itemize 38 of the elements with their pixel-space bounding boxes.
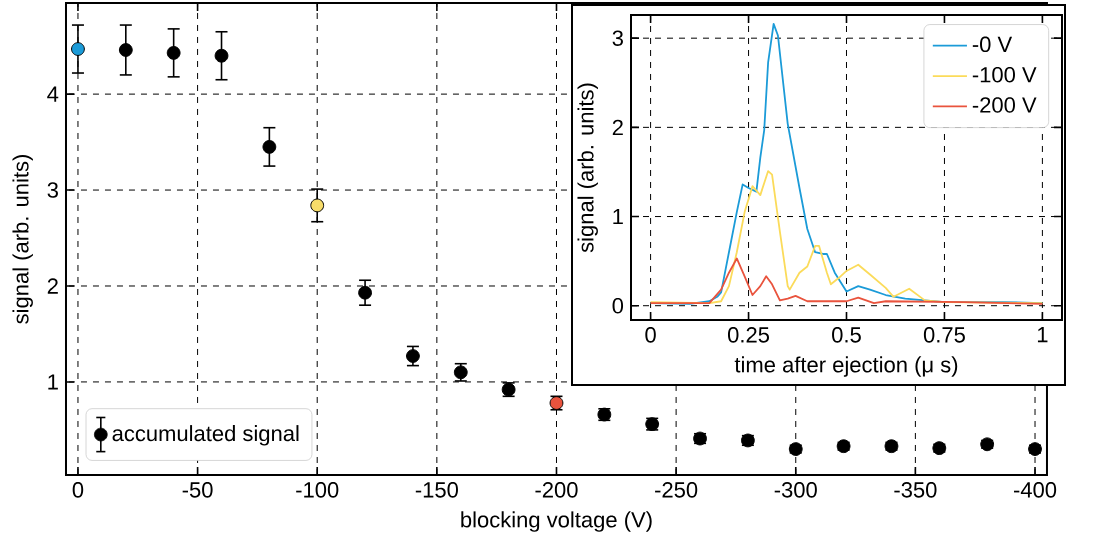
point xyxy=(166,45,181,60)
point xyxy=(262,139,277,154)
y-tick-label: 1 xyxy=(48,374,58,390)
legend-label: -200 V xyxy=(972,97,1037,113)
legend-label: accumulated signal xyxy=(112,425,299,446)
y-tick-label: 3 xyxy=(47,182,58,198)
y-tick-label: 0 xyxy=(612,297,624,314)
x-tick-label: -250 xyxy=(655,482,698,498)
y-tick-label: 2 xyxy=(47,278,58,294)
point xyxy=(214,48,229,63)
x-tick-label: 0 xyxy=(72,482,84,498)
x-tick-label: -100 xyxy=(296,482,339,498)
point xyxy=(310,198,325,213)
point xyxy=(358,285,372,300)
y-tick-label: 4 xyxy=(47,86,59,102)
x-tick-label: -150 xyxy=(415,482,458,498)
y-tick-label: 3 xyxy=(612,30,623,46)
x-tick-label: 0.5 xyxy=(832,327,861,343)
legend-label: -100 V xyxy=(972,66,1037,83)
x-tick-label: -350 xyxy=(894,482,937,498)
y-axis-title: signal (arb. units) xyxy=(577,83,598,253)
y-tick-label: 1 xyxy=(613,208,623,225)
legend-label: -0 V xyxy=(972,36,1013,53)
point xyxy=(71,42,85,56)
x-tick-label: -400 xyxy=(1013,482,1057,498)
x-tick-label: -300 xyxy=(774,482,817,498)
x-tick-label: -50 xyxy=(182,482,213,498)
x-tick-label: -200 xyxy=(535,482,578,498)
x-tick-label: 0.25 xyxy=(727,327,770,343)
x-tick-label: 0 xyxy=(645,327,656,343)
y-tick-label: 2 xyxy=(612,119,623,136)
point xyxy=(118,43,133,57)
x-tick-label: 1 xyxy=(1037,327,1048,343)
y-axis-title: signal (arb. units) xyxy=(12,155,33,324)
point xyxy=(406,349,420,363)
x-tick-label: 0.75 xyxy=(923,327,965,343)
x-axis-title: blocking voltage (V) xyxy=(461,511,652,532)
x-axis-title: time after ejection (μ s) xyxy=(734,356,958,377)
